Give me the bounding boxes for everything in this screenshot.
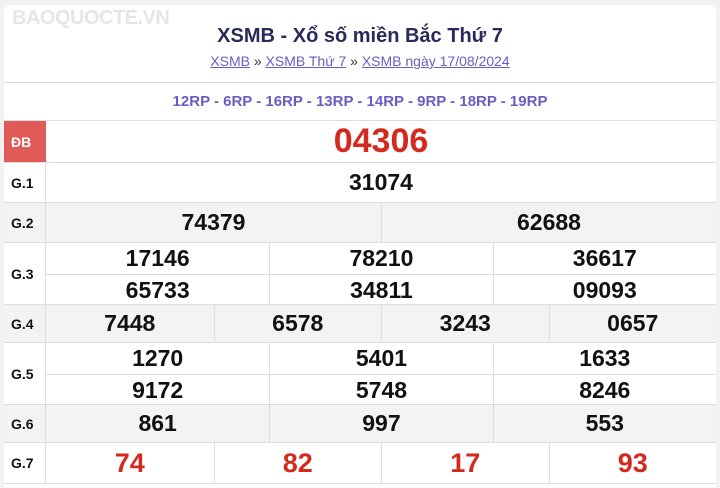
prize-value: 997 (269, 405, 492, 442)
prize-value: 6578 (213, 305, 382, 342)
breadcrumb-separator: » (253, 53, 262, 69)
breadcrumb-separator: » (350, 53, 358, 69)
prize-value: 17 (381, 443, 549, 483)
prize-value: 8246 (492, 374, 716, 405)
prize-value: 17146 (125, 245, 190, 271)
prize-label: G.4 (4, 305, 46, 342)
breadcrumb-xsmb-date[interactable]: XSMB ngày 17/08/2024 (361, 53, 510, 69)
prize-label: G.6 (4, 405, 46, 442)
prize-row-g4: G.4 7448 6578 3243 0657 (4, 304, 716, 342)
prize-value: 861 (138, 410, 177, 436)
prize-value: 553 (492, 405, 716, 442)
prize-row-g3: G.3 17146 78210 36617 65733 34811 09093 (4, 242, 716, 305)
prize-value: 82 (213, 443, 382, 483)
page-title: XSMB - Xổ số miền Bắc Thứ 7 (217, 25, 503, 47)
prize-value: 78210 (269, 243, 492, 274)
breadcrumb: XSMB » XSMB Thứ 7 » XSMB ngày 17/08/2024 (4, 53, 716, 69)
prize-value: 74 (114, 447, 145, 478)
prize-row-g6: G.6 861 997 553 (4, 404, 716, 442)
prize-label: G.5 (4, 343, 46, 404)
breadcrumb-xsmb-thu7[interactable]: XSMB Thứ 7 (265, 53, 347, 69)
prize-value: 0657 (548, 305, 717, 342)
prize-value: 34811 (269, 274, 493, 305)
prize-label: G.1 (4, 163, 46, 202)
prize-value: 36617 (492, 243, 716, 274)
prize-value: 1633 (492, 343, 716, 374)
prize-value: 1270 (132, 345, 184, 371)
prize-value: 09093 (492, 274, 716, 305)
prize-value: 74379 (181, 209, 246, 235)
prize-value: 93 (548, 443, 717, 483)
prize-value: 62688 (381, 203, 716, 242)
prize-label: G.2 (4, 203, 46, 242)
prize-value: 31074 (349, 169, 413, 195)
prize-value: 5748 (269, 374, 493, 405)
prize-value: 5401 (269, 343, 492, 374)
prize-value: 7448 (104, 310, 156, 336)
prize-value: 04306 (333, 122, 429, 160)
results-card: BAOQUOCTE.VN XSMB - Xổ số miền Bắc Thứ 7… (4, 5, 716, 488)
prize-label: G.7 (4, 443, 46, 483)
prize-row-db: ĐB 04306 (4, 120, 716, 162)
prize-label: ĐB (4, 121, 46, 162)
prize-value: 65733 (46, 274, 270, 305)
watermark: BAOQUOCTE.VN (12, 7, 170, 29)
prize-value: 9172 (46, 374, 270, 405)
breadcrumb-xsmb[interactable]: XSMB (210, 53, 250, 69)
prize-row-g1: G.1 31074 (4, 162, 716, 202)
prize-value: 3243 (381, 305, 549, 342)
draw-codes: 12RP - 6RP - 16RP - 13RP - 14RP - 9RP - … (4, 82, 716, 120)
prize-row-g2: G.2 74379 62688 (4, 202, 716, 242)
prize-row-g7: G.7 74 82 17 93 (4, 442, 716, 484)
prize-row-g5: G.5 1270 5401 1633 9172 5748 8246 (4, 342, 716, 405)
prize-label: G.3 (4, 243, 46, 304)
